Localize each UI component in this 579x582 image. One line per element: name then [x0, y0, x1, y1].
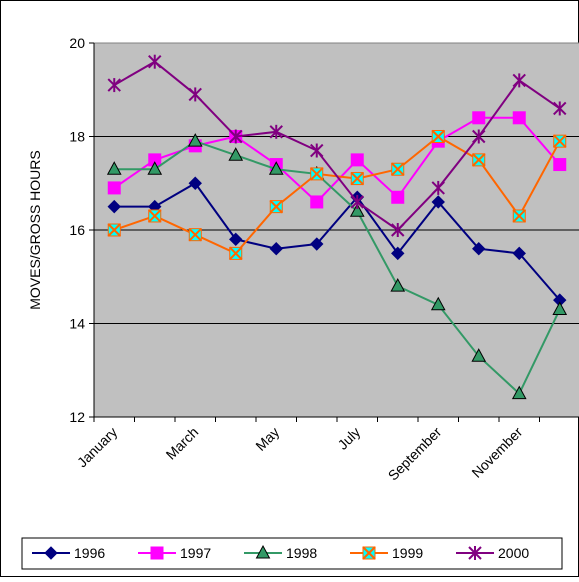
data-point-1997	[472, 111, 486, 125]
data-point-1998	[390, 278, 406, 292]
data-point-1996	[310, 237, 324, 251]
data-point-2000	[229, 129, 243, 144]
legend-label: 1998	[286, 545, 317, 561]
data-point-2000	[553, 101, 567, 116]
data-point-1996	[391, 246, 405, 261]
series-line-1997	[113, 116, 561, 204]
data-point-2000	[310, 143, 324, 158]
data-point-1997	[391, 190, 405, 204]
data-point-1999	[553, 134, 567, 148]
data-point-1997	[553, 158, 567, 172]
data-point-1997	[512, 111, 526, 125]
data-point-1998	[471, 348, 487, 362]
legend-item-2000: 2000	[456, 545, 529, 561]
legend: 1996 1997 1998 1999 2000	[32, 544, 529, 561]
data-point-2000	[107, 78, 121, 93]
y-tick-label: 16	[69, 222, 85, 238]
data-point-1996	[229, 232, 243, 247]
legend-item-1999: 1999	[350, 545, 423, 561]
data-point-1998	[430, 296, 446, 311]
data-point-2000	[472, 129, 486, 144]
series-1997	[107, 111, 567, 209]
data-point-1998	[228, 147, 244, 161]
gridlines	[94, 136, 579, 324]
data-point-2000	[269, 124, 283, 139]
data-point-2000	[391, 223, 405, 237]
data-point-1996	[107, 199, 121, 214]
data-point-1999	[431, 129, 445, 144]
data-point-1997	[350, 153, 364, 167]
series-1996	[107, 176, 567, 307]
data-point-1998	[552, 301, 568, 315]
y-tick-label: 18	[69, 129, 85, 145]
series-layer	[106, 54, 568, 400]
legend-marker-1997	[150, 546, 164, 560]
data-point-1999	[148, 209, 162, 223]
data-point-1996	[269, 241, 283, 256]
data-point-1999	[472, 153, 486, 167]
data-point-1999	[350, 171, 364, 186]
legend-marker-2000	[468, 546, 482, 560]
legend-item-1997: 1997	[138, 545, 211, 561]
data-point-2000	[512, 73, 526, 88]
data-point-1997	[107, 181, 121, 195]
data-point-1996	[431, 195, 445, 209]
data-point-1998	[187, 133, 203, 147]
series-line-2000	[113, 60, 561, 232]
data-point-2000	[350, 194, 364, 209]
data-point-1999	[269, 199, 283, 214]
data-point-1998	[147, 161, 163, 175]
y-tick-label: 14	[69, 316, 85, 332]
legend-item-1996: 1996	[32, 545, 105, 561]
data-point-1998	[106, 161, 122, 175]
data-point-1998	[511, 385, 527, 400]
series-2000	[107, 54, 567, 237]
data-point-1999	[391, 162, 405, 176]
data-point-2000	[148, 54, 162, 69]
data-point-1999	[188, 227, 202, 242]
data-point-1998	[349, 203, 365, 217]
y-axis-label: MOVES/GROSS HOURS	[27, 150, 43, 309]
legend-label: 2000	[498, 545, 529, 561]
data-point-1996	[512, 246, 526, 261]
data-point-1997	[310, 195, 324, 209]
data-point-1998	[268, 161, 284, 175]
data-point-2000	[188, 87, 202, 102]
data-point-1999	[310, 167, 324, 181]
legend-marker-1999	[362, 546, 376, 560]
legend-item-1998: 1998	[244, 544, 317, 561]
legend-label: 1999	[392, 545, 423, 561]
legend-label: 1997	[180, 545, 211, 561]
data-point-1999	[107, 223, 121, 237]
y-tick-label: 12	[69, 409, 85, 425]
data-point-1996	[472, 241, 486, 256]
legend-marker-1996	[44, 546, 58, 560]
data-point-1999	[229, 246, 243, 261]
legend-marker-1998	[255, 544, 271, 559]
data-point-1996	[188, 176, 202, 190]
legend-label: 1996	[74, 545, 105, 561]
data-point-2000	[431, 180, 445, 195]
series-line-1996	[114, 181, 561, 301]
y-axis-ticks: 12 14 16 18 20	[69, 35, 95, 425]
data-point-1999	[512, 209, 526, 223]
y-tick-label: 20	[69, 35, 85, 51]
